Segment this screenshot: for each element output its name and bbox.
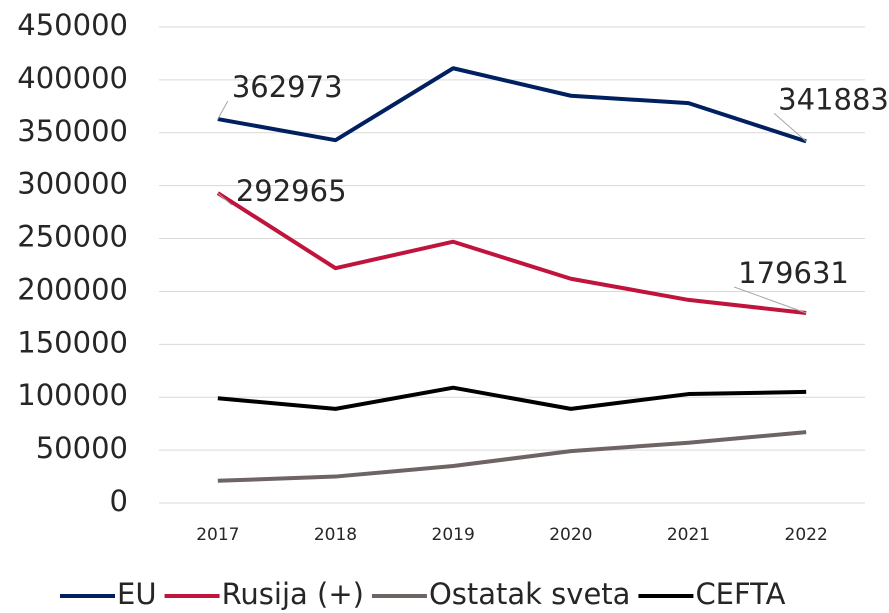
y-tick-label: 50000 bbox=[36, 431, 128, 465]
leader-line bbox=[733, 286, 807, 314]
x-tick-label: 2021 bbox=[667, 525, 710, 545]
series-line bbox=[217, 430, 807, 483]
y-tick-label: 100000 bbox=[17, 378, 128, 412]
series-line bbox=[216, 191, 807, 315]
data-label: 292965 bbox=[236, 174, 347, 208]
y-tick-label: 350000 bbox=[17, 114, 128, 148]
data-label: 362973 bbox=[232, 70, 343, 104]
x-tick-label: 2022 bbox=[785, 525, 828, 545]
y-tick-label: 300000 bbox=[17, 167, 128, 201]
x-tick-label: 2020 bbox=[549, 525, 592, 545]
leader-line bbox=[773, 112, 807, 142]
leader-line bbox=[217, 192, 233, 206]
x-tick-label: 2017 bbox=[196, 525, 239, 545]
y-tick-label: 200000 bbox=[17, 272, 128, 306]
data-label: 179631 bbox=[738, 256, 849, 290]
y-tick-label: 0 bbox=[110, 484, 128, 518]
data-label: 341883 bbox=[778, 82, 889, 116]
series-line bbox=[217, 66, 807, 144]
legend-label: EU bbox=[117, 577, 157, 611]
y-tick-label: 150000 bbox=[17, 325, 128, 359]
x-tick-label: 2019 bbox=[432, 525, 475, 545]
series-line bbox=[217, 385, 807, 411]
y-tick-label: 450000 bbox=[17, 8, 128, 42]
leader-line bbox=[217, 100, 229, 120]
y-tick-label: 400000 bbox=[17, 61, 128, 95]
legend-label: CEFTA bbox=[695, 577, 785, 611]
legend-label: Ostatak sveta bbox=[429, 577, 631, 611]
x-tick-label: 2018 bbox=[314, 525, 357, 545]
legend-label: Rusija (+) bbox=[222, 577, 364, 611]
y-tick-label: 250000 bbox=[17, 220, 128, 254]
